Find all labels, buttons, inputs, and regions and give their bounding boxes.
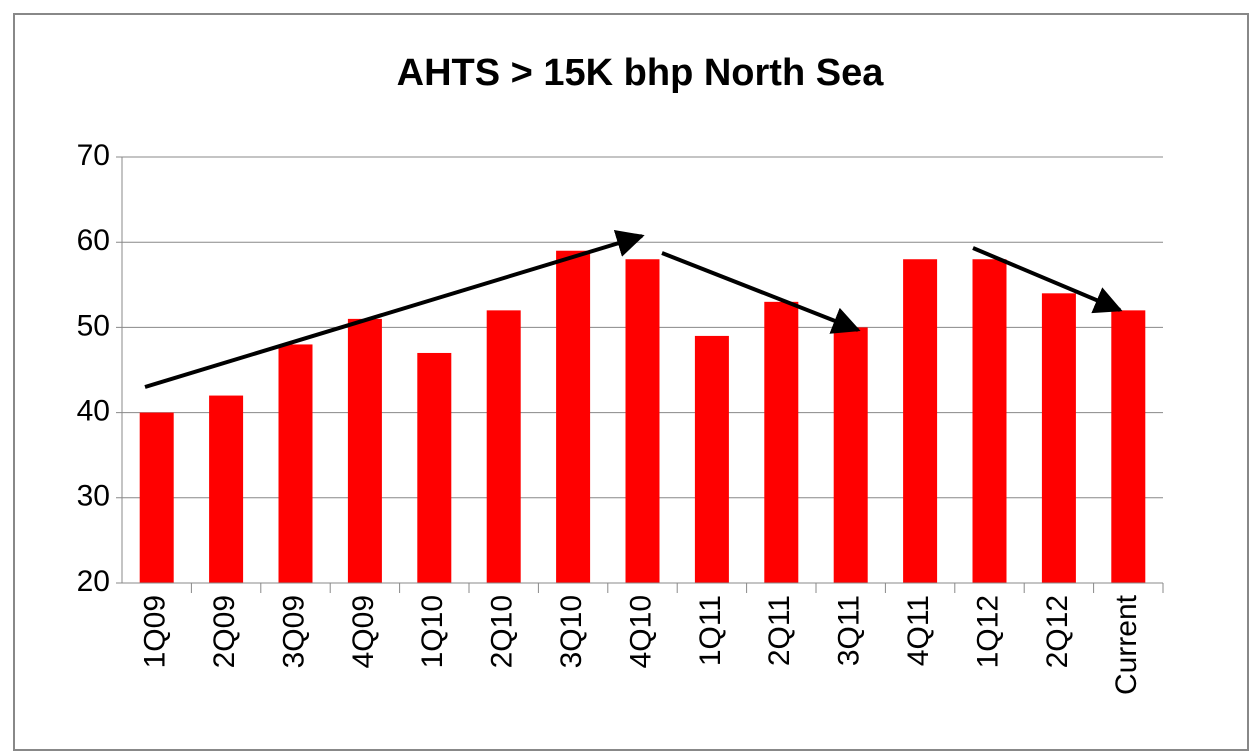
chart-title: AHTS > 15K bhp North Sea xyxy=(397,52,885,94)
arrow xyxy=(972,246,1123,314)
bar xyxy=(1041,293,1076,583)
bar xyxy=(903,259,938,583)
y-tick-label: 30 xyxy=(77,480,110,513)
arrow xyxy=(144,229,645,389)
x-tick-label: 3Q09 xyxy=(277,595,310,668)
y-tick-label: 70 xyxy=(77,139,110,172)
x-tick-label: 2Q12 xyxy=(1041,595,1074,668)
x-tick-label: 4Q11 xyxy=(902,595,935,666)
bar xyxy=(556,250,591,583)
bar xyxy=(417,352,452,583)
bar xyxy=(209,395,244,583)
bar xyxy=(347,318,382,583)
bar xyxy=(1111,310,1146,583)
bar xyxy=(972,259,1007,583)
x-tick-label: 1Q10 xyxy=(416,595,449,668)
bar xyxy=(139,412,174,583)
x-tick-label: 4Q09 xyxy=(347,595,380,668)
x-tick-label: Current xyxy=(1110,594,1143,695)
trend-arrows xyxy=(144,229,1123,389)
x-tick-label: 1Q09 xyxy=(139,595,172,668)
x-tick-label: 2Q10 xyxy=(486,595,519,668)
bar xyxy=(278,344,313,583)
bar xyxy=(625,259,660,583)
y-tick-label: 60 xyxy=(77,224,110,257)
bar xyxy=(833,327,868,583)
y-tick-label: 40 xyxy=(77,395,110,428)
x-tick-label: 2Q09 xyxy=(208,595,241,668)
x-tick-label: 1Q12 xyxy=(971,595,1004,668)
bar xyxy=(486,310,521,583)
bar xyxy=(694,335,729,583)
y-tick-label: 50 xyxy=(77,309,110,342)
x-tick-label: 4Q10 xyxy=(624,595,657,668)
x-tick-label: 3Q10 xyxy=(555,595,588,668)
plot-area: 20 30 40 50 60 70 1Q09 2Q09 3Q09 4Q09 1Q10 2Q10 3Q10… xyxy=(77,139,1164,695)
arrow xyxy=(661,251,861,334)
x-tick-label: 3Q11 xyxy=(833,595,866,666)
bar xyxy=(764,301,799,583)
y-tick-label: 20 xyxy=(77,565,110,598)
x-tick-label: 2Q11 xyxy=(763,595,796,666)
x-tick-label: 1Q11 xyxy=(694,595,727,666)
